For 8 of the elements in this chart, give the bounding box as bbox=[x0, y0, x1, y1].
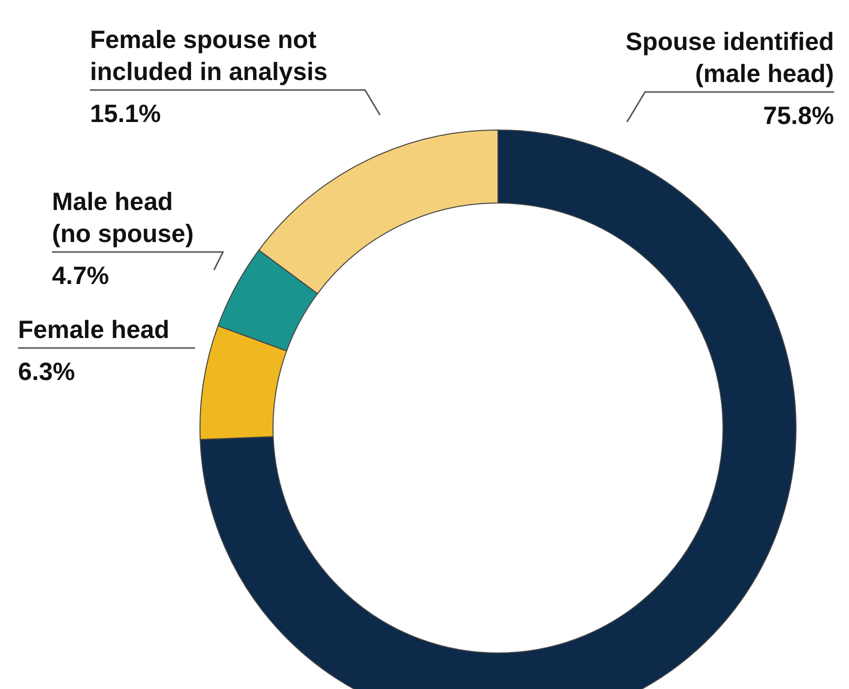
slice-label: Female spouse not included in analysis bbox=[90, 26, 328, 86]
data-label: 75.8% bbox=[763, 102, 834, 130]
slice-label: Female head bbox=[18, 316, 170, 344]
slice-label: Male head (no spouse) bbox=[52, 188, 194, 248]
slice-label: Spouse identified (male head) bbox=[626, 28, 834, 88]
data-label: 6.3% bbox=[18, 358, 75, 386]
data-label: 15.1% bbox=[90, 100, 161, 128]
data-label: 4.7% bbox=[52, 262, 109, 290]
